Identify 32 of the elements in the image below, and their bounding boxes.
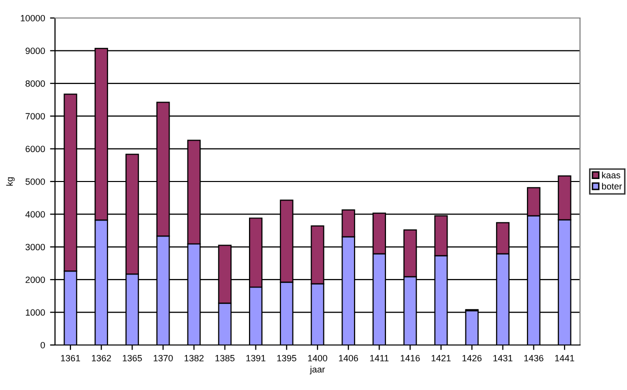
y-tick-label: 6000 — [26, 146, 45, 152]
y-tick-label: 1000 — [26, 309, 45, 316]
x-tick-label: 1382 — [184, 354, 204, 362]
x-tick-label: 1406 — [339, 354, 358, 362]
x-tick-label: 1421 — [432, 354, 451, 362]
legend-label: boter — [602, 182, 622, 190]
y-tick-label: 5000 — [26, 178, 45, 185]
y-axis-title: kg — [6, 177, 15, 186]
legend-label: kaas — [602, 172, 620, 178]
x-tick-label: 1400 — [308, 354, 328, 362]
y-tick-label: 0 — [40, 342, 45, 348]
x-tick-label: 1431 — [493, 354, 512, 362]
y-tick-label: 2000 — [26, 276, 45, 283]
y-tick-label: 8000 — [26, 80, 45, 87]
x-tick-label: 1441 — [555, 355, 574, 362]
x-tick-label: 1370 — [154, 354, 173, 362]
x-tick-label: 1361 — [61, 354, 80, 362]
x-axis-title: jaar — [310, 366, 325, 374]
x-tick-label: 1395 — [277, 354, 296, 362]
y-tick-label: 10000 — [20, 14, 45, 22]
x-tick-label: 1426 — [462, 354, 482, 362]
x-tick-label: 1362 — [92, 354, 111, 362]
x-tick-label: 1385 — [216, 354, 235, 362]
x-tick-label: 1365 — [122, 354, 142, 362]
y-tick-label: 4000 — [25, 211, 45, 218]
x-tick-label: 1416 — [400, 354, 420, 362]
y-tick-label: 7000 — [26, 113, 45, 120]
y-tick-label: 3000 — [26, 244, 45, 250]
x-tick-label: 1391 — [246, 354, 266, 362]
y-tick-label: 9000 — [26, 48, 45, 54]
x-tick-label: 1411 — [370, 355, 389, 362]
x-tick-label: 1436 — [524, 354, 544, 362]
